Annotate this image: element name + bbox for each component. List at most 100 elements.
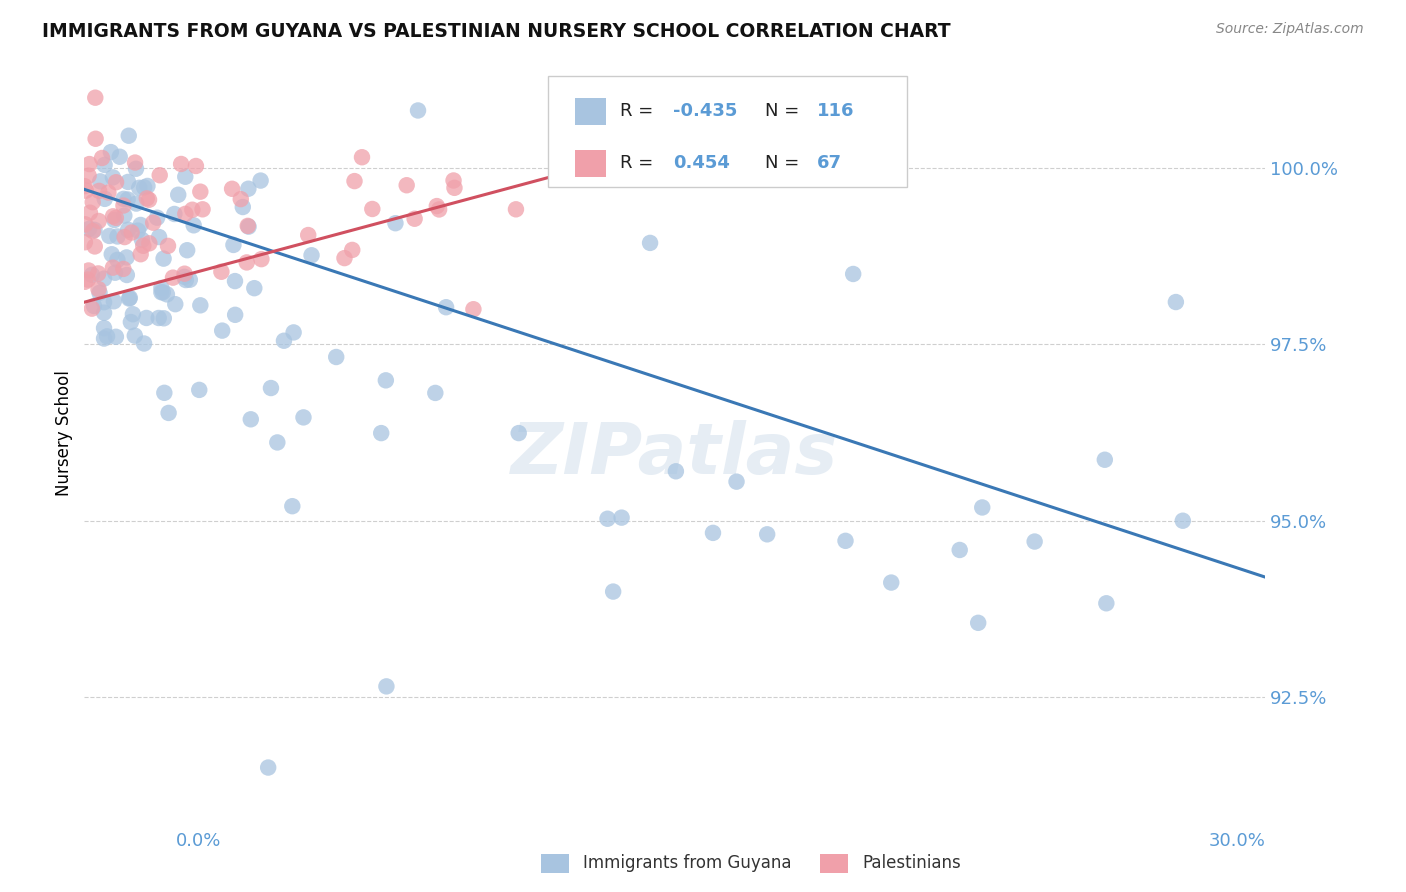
Point [138,236,160,251]
Point [183,219,205,233]
Point [93,158,115,172]
Point [505,202,527,217]
Point [93,332,115,346]
Point [150,285,173,300]
Point [93,295,115,310]
Point [292,410,315,425]
Point [949,543,972,558]
Point [75,217,97,231]
Point [148,230,170,244]
Text: 30.0%: 30.0% [1209,832,1265,850]
Point [129,247,152,261]
Point [406,103,429,118]
Point [132,180,155,194]
Point [249,173,271,187]
Text: R =: R = [620,154,654,172]
Point [173,269,195,284]
Point [443,181,465,195]
Point [97,186,120,200]
Point [834,533,856,548]
Point [120,315,142,329]
Point [117,223,139,237]
Point [112,198,135,212]
Point [129,218,152,232]
Point [1171,514,1194,528]
Point [87,214,110,228]
Point [135,191,157,205]
Point [508,426,530,441]
Point [163,207,186,221]
Point [82,195,104,210]
Point [756,527,779,541]
Point [76,272,98,286]
Point [157,406,180,420]
Point [156,287,179,301]
Point [243,281,266,295]
Point [124,328,146,343]
Point [1095,596,1118,610]
Point [156,239,179,253]
Point [260,381,283,395]
Point [179,273,201,287]
Point [375,679,398,693]
Point [150,281,173,295]
Point [125,196,148,211]
Point [176,244,198,258]
Point [89,174,111,188]
Point [239,412,262,426]
Point [361,202,384,216]
Point [224,274,246,288]
Point [118,128,141,143]
Point [101,209,124,223]
Point [596,512,619,526]
Point [167,187,190,202]
Point [343,174,366,188]
Point [967,615,990,630]
Point [297,228,319,243]
Point [87,282,110,296]
Point [73,275,96,289]
Point [132,239,155,253]
Point [191,202,214,217]
Text: R =: R = [620,103,654,120]
Point [1164,295,1187,310]
Text: IMMIGRANTS FROM GUYANA VS PALESTINIAN NURSERY SCHOOL CORRELATION CHART: IMMIGRANTS FROM GUYANA VS PALESTINIAN NU… [42,22,950,41]
Point [122,307,145,321]
Text: ZIPatlas: ZIPatlas [512,420,838,490]
Point [427,202,450,217]
Point [104,330,127,344]
Text: 0.454: 0.454 [673,154,730,172]
Point [266,435,288,450]
Text: N =: N = [765,154,799,172]
Point [152,252,174,266]
Point [131,233,153,247]
Point [84,132,107,146]
Point [146,211,169,225]
Point [100,247,122,261]
Point [84,91,107,105]
Point [236,219,259,233]
Point [93,306,115,320]
Point [105,175,128,189]
Point [235,255,257,269]
Point [125,161,148,176]
Point [101,170,124,185]
Point [148,310,170,325]
Point [115,268,138,282]
Point [283,326,305,340]
Point [404,211,426,226]
Text: Immigrants from Guyana: Immigrants from Guyana [583,855,792,872]
Point [221,182,243,196]
Point [170,157,193,171]
Point [73,235,96,250]
Point [232,200,254,214]
Point [463,302,485,317]
Point [842,267,865,281]
Point [108,150,131,164]
Point [79,157,101,171]
Point [257,760,280,774]
Point [103,294,125,309]
Point [370,426,392,441]
Point [165,297,187,311]
Point [1024,534,1046,549]
